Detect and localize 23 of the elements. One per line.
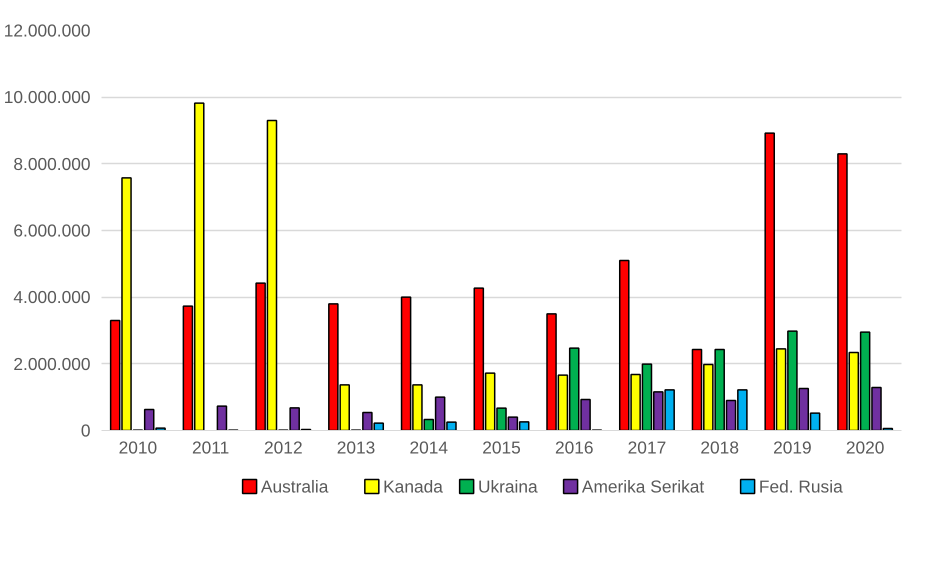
y-tick-label: 12.000.000 — [4, 20, 91, 40]
y-tick-label: 6.000.000 — [13, 220, 91, 240]
x-tick-label: 2018 — [700, 438, 739, 458]
x-tick-label: 2020 — [846, 438, 884, 458]
legend-label: Fed. Rusia — [758, 476, 844, 496]
y-tick-label: 2.000.000 — [13, 354, 91, 374]
y-tick-label: 8.000.000 — [13, 154, 91, 174]
x-tick-label: 2019 — [773, 438, 812, 458]
legend-label: Kanada — [383, 476, 444, 496]
x-tick-label: 2012 — [264, 438, 303, 458]
x-tick-label: 2017 — [628, 438, 666, 458]
y-tick-label: 4.000.000 — [13, 287, 91, 308]
x-tick-label: 2013 — [336, 438, 376, 458]
legend-label: Australia — [260, 476, 329, 496]
x-tick-label: 2014 — [410, 438, 448, 458]
x-tick-label: 2015 — [482, 438, 521, 458]
legend-label: Ukraina — [478, 476, 538, 496]
y-tick-label: 10.000.000 — [4, 87, 91, 108]
legend-label: Amerika Serikat — [582, 476, 704, 496]
x-tick-label: 2011 — [192, 438, 230, 458]
x-tick-label: 2010 — [118, 438, 158, 458]
y-tick-label: 0 — [80, 420, 91, 440]
x-tick-label: 2016 — [554, 438, 594, 458]
